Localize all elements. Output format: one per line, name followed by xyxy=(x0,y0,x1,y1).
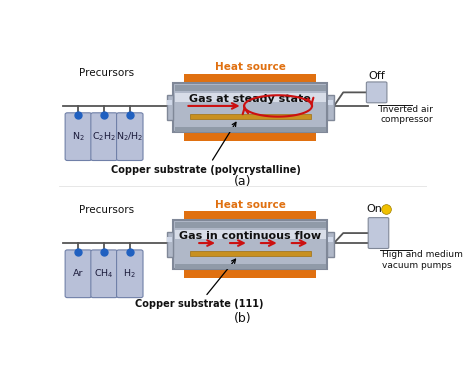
Text: Heat source: Heat source xyxy=(215,62,286,72)
Text: (a): (a) xyxy=(234,175,252,188)
Bar xyxy=(328,95,334,119)
FancyBboxPatch shape xyxy=(91,113,117,161)
FancyBboxPatch shape xyxy=(117,250,143,298)
Bar xyxy=(166,95,173,119)
Text: (b): (b) xyxy=(234,312,252,325)
Bar xyxy=(184,130,316,141)
Bar xyxy=(328,100,333,105)
Bar xyxy=(173,220,328,269)
Text: Ar: Ar xyxy=(73,269,83,278)
Text: Precursors: Precursors xyxy=(80,68,135,78)
Bar xyxy=(184,74,316,85)
Text: Copper substrate (111): Copper substrate (111) xyxy=(135,259,263,309)
Text: Precursors: Precursors xyxy=(80,205,135,215)
Bar xyxy=(167,237,173,242)
Bar xyxy=(190,251,311,256)
Text: Inverted air
compressor: Inverted air compressor xyxy=(380,105,433,124)
Bar xyxy=(184,267,316,278)
Bar xyxy=(167,100,173,105)
Bar xyxy=(166,232,173,257)
Text: N$_2$/H$_2$: N$_2$/H$_2$ xyxy=(116,130,144,143)
Text: N$_2$: N$_2$ xyxy=(72,130,85,143)
Bar xyxy=(173,83,328,132)
Bar xyxy=(175,264,326,269)
Text: Off: Off xyxy=(368,71,385,81)
Bar xyxy=(175,230,326,239)
FancyBboxPatch shape xyxy=(368,218,389,249)
Bar xyxy=(328,237,333,242)
Text: C$_2$H$_2$: C$_2$H$_2$ xyxy=(92,130,116,143)
FancyBboxPatch shape xyxy=(65,250,91,298)
Bar xyxy=(184,211,316,222)
Bar xyxy=(175,85,326,91)
Text: Gas at steady state: Gas at steady state xyxy=(190,94,311,104)
Bar xyxy=(175,222,326,229)
Bar xyxy=(175,93,326,102)
Bar xyxy=(328,232,334,257)
Bar xyxy=(190,114,311,119)
Text: H$_2$: H$_2$ xyxy=(123,267,136,280)
Text: Copper substrate (polycrystalline): Copper substrate (polycrystalline) xyxy=(111,122,301,175)
Text: On: On xyxy=(367,204,383,214)
FancyBboxPatch shape xyxy=(366,82,387,103)
FancyBboxPatch shape xyxy=(91,250,117,298)
Text: Heat source: Heat source xyxy=(215,200,286,210)
Text: High and medium
vacuum pumps: High and medium vacuum pumps xyxy=(382,250,463,270)
FancyBboxPatch shape xyxy=(117,113,143,161)
FancyBboxPatch shape xyxy=(65,113,91,161)
Text: Gas in continuous flow: Gas in continuous flow xyxy=(179,231,321,241)
Text: CH$_4$: CH$_4$ xyxy=(94,267,114,280)
Bar xyxy=(175,127,326,132)
